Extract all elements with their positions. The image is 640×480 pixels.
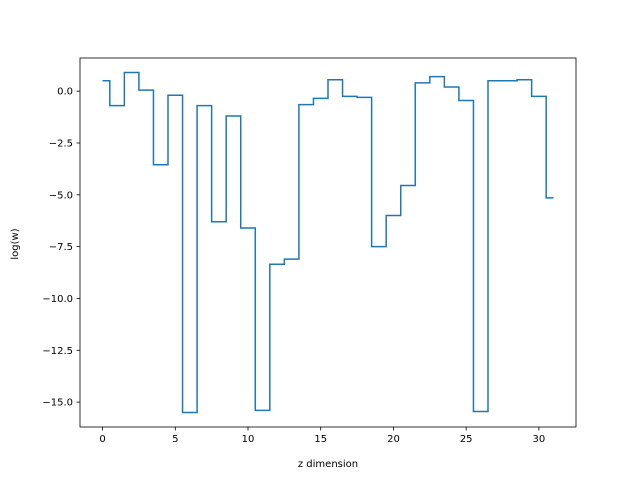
plot-area — [102, 71, 554, 414]
x-tick-label: 5 — [172, 434, 178, 445]
y-tick-label: −12.5 — [42, 346, 73, 357]
series-line-0 — [102, 71, 554, 414]
y-axis-label: log(w) — [10, 228, 21, 259]
y-tick-label: 0.0 — [57, 87, 73, 98]
x-tick-label: 20 — [387, 434, 400, 445]
x-tick-label: 25 — [460, 434, 473, 445]
y-tick-label: −15.0 — [42, 398, 73, 409]
x-tick-label: 30 — [533, 434, 546, 445]
x-tick-label: 15 — [314, 434, 327, 445]
y-tick-label: −2.5 — [49, 138, 73, 149]
y-tick-label: −7.5 — [49, 242, 73, 253]
y-tick-label: −10.0 — [42, 294, 73, 305]
x-tick-label: 0 — [99, 434, 105, 445]
y-tick-label: −5.0 — [49, 190, 73, 201]
axes-frame — [79, 57, 577, 428]
axes: 0 5 10 15 20 25 30 0.0 −2.5 −5.0 −7.5 −10.0 −12.5 −15… — [42, 57, 577, 445]
x-tick-label: 10 — [242, 434, 255, 445]
x-axis-label: z dimension — [298, 459, 358, 470]
